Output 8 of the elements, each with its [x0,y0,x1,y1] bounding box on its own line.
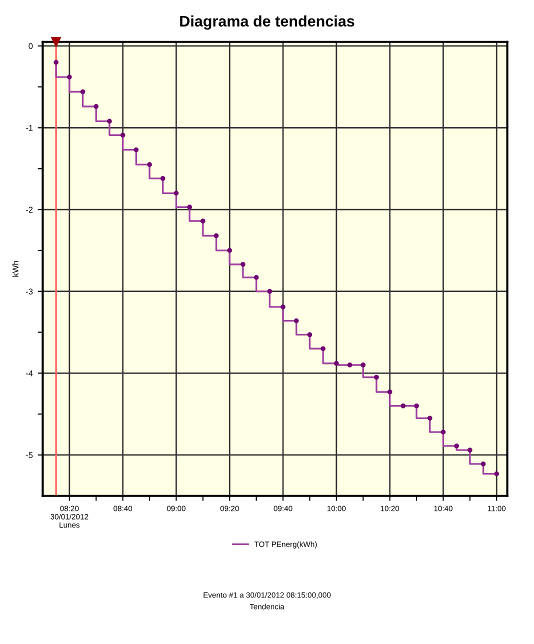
y-axis-title: kWh [12,261,18,277]
y-tick-label: 0 [28,43,33,50]
y-tick-label: -2 [26,206,33,213]
y-tick-label: -4 [26,370,33,376]
chart-title: Diagrama de tendencias [180,15,354,30]
y-tick-label: -1 [26,125,33,131]
y-tick-label: -3 [26,288,33,294]
y-tick-label: -5 [26,452,33,458]
